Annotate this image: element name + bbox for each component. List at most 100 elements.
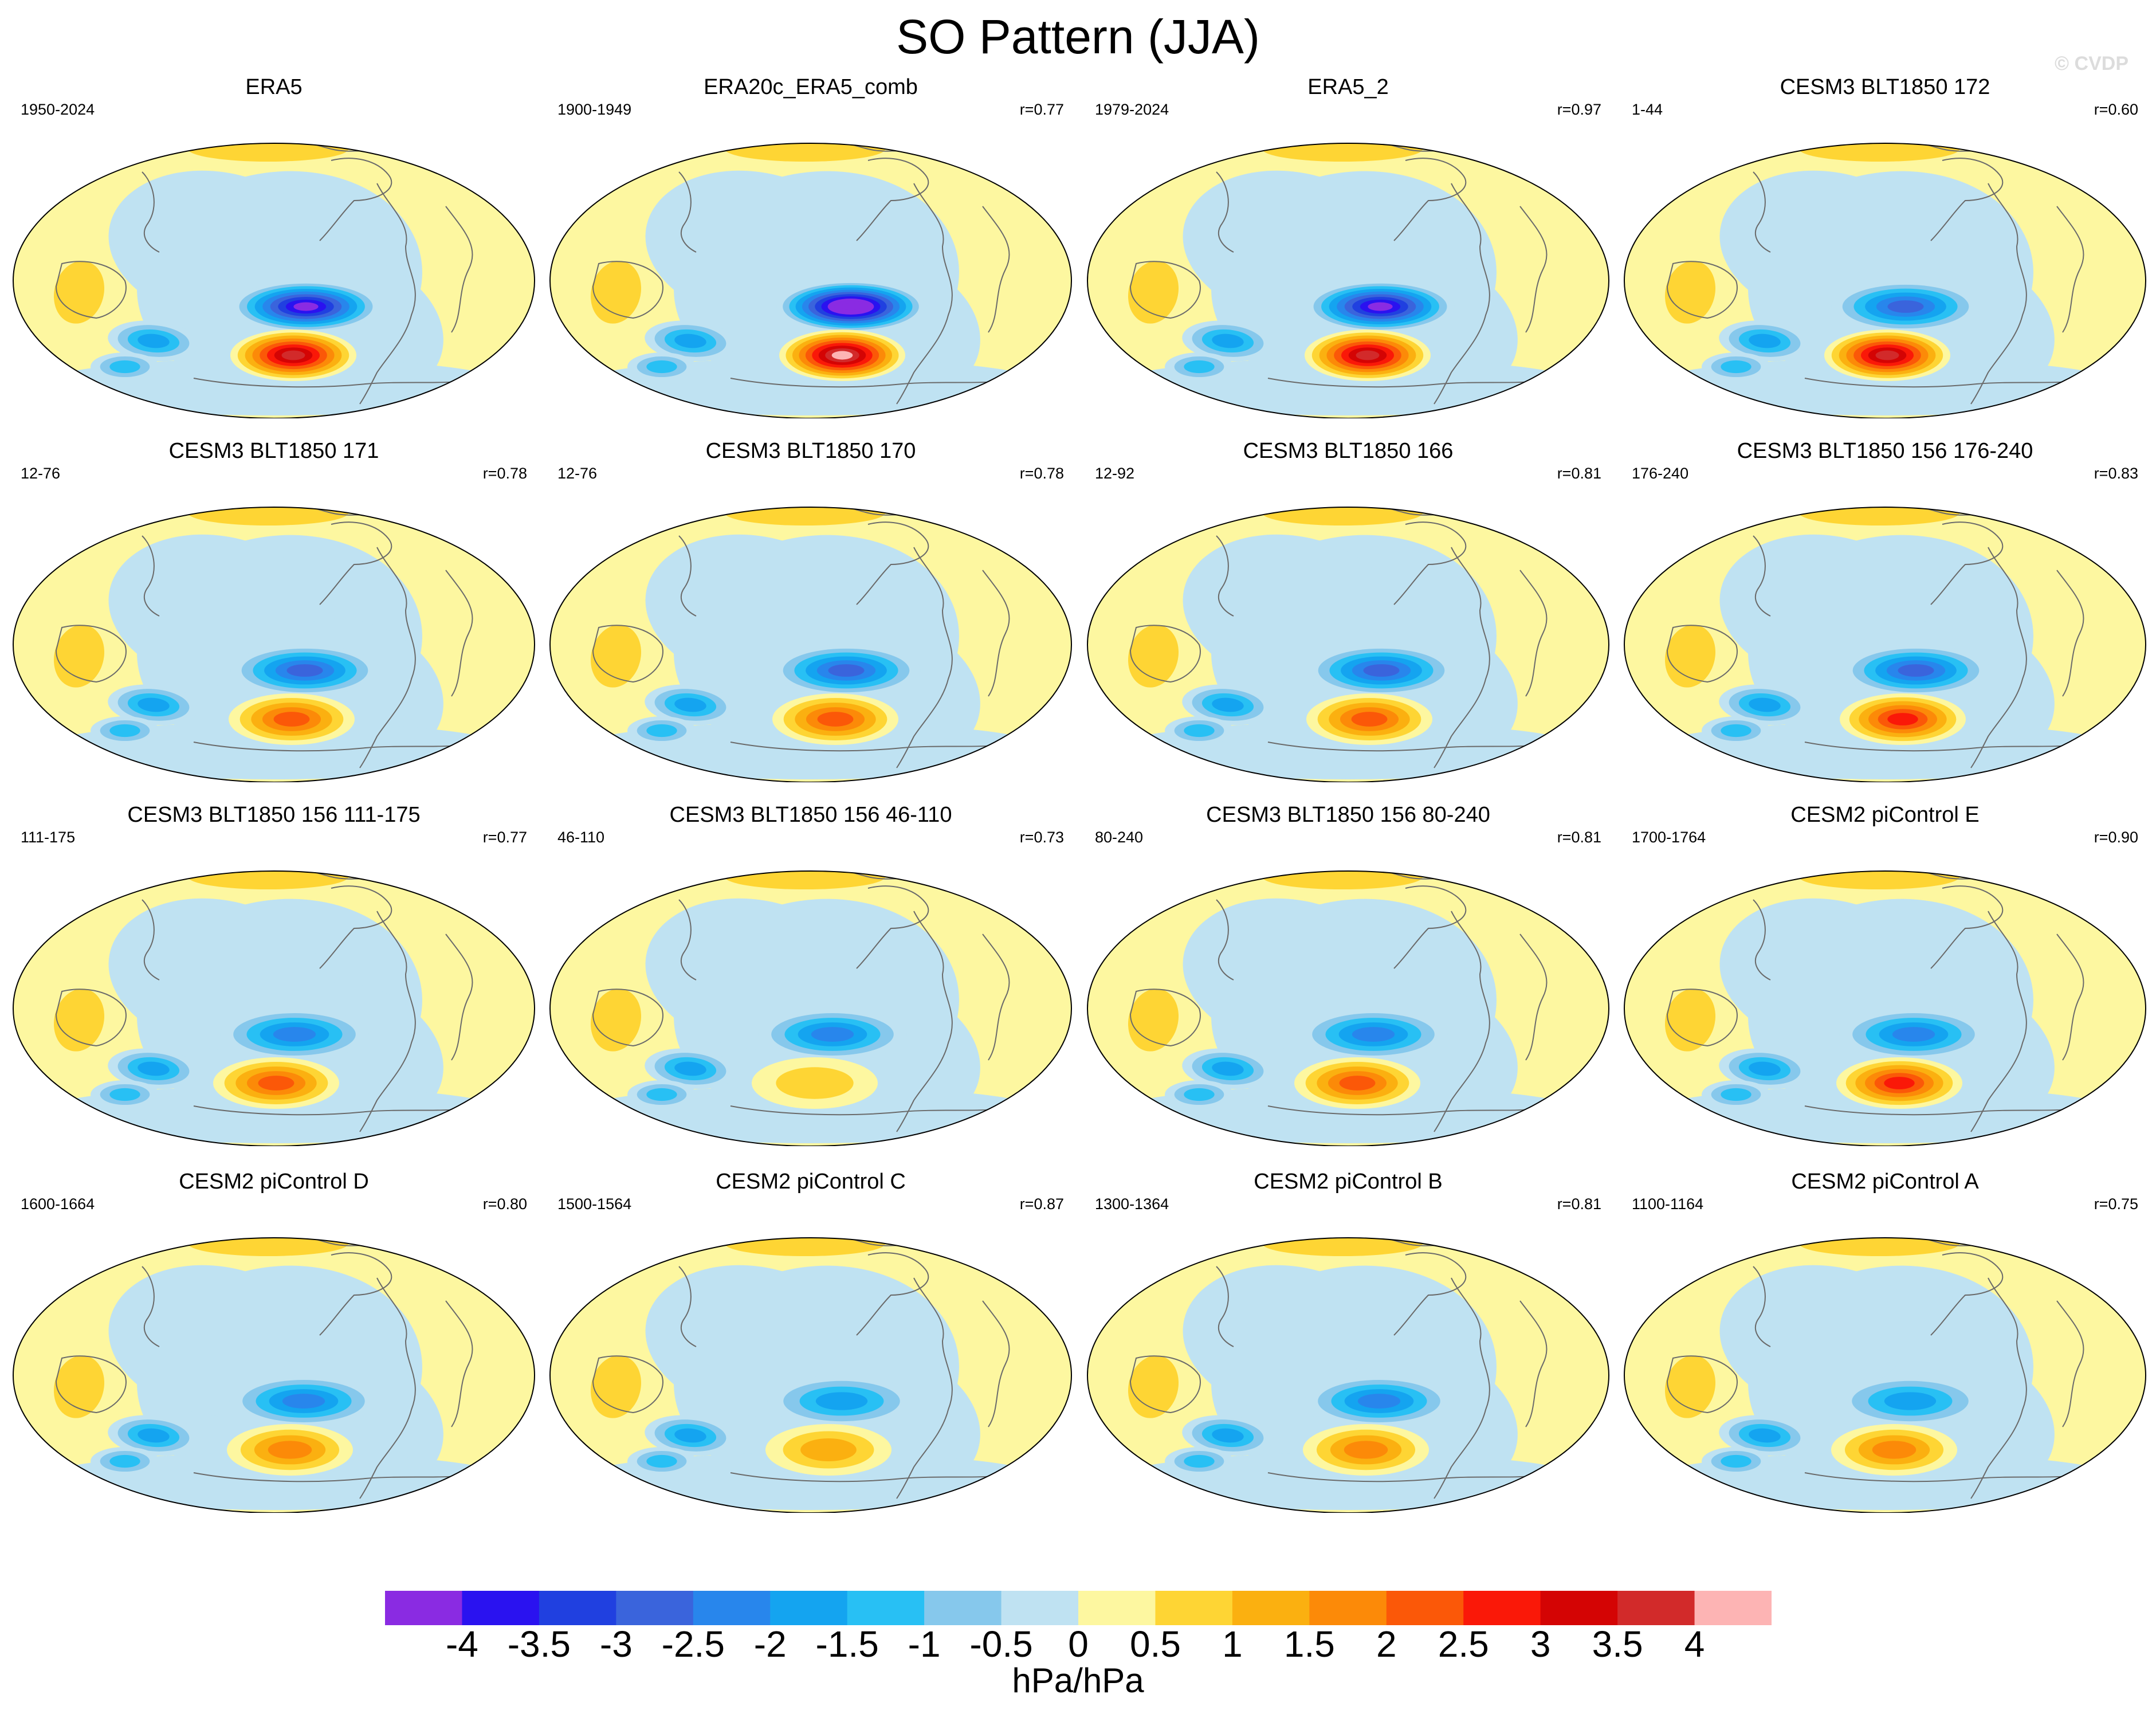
colorbar-swatch [1617,1591,1695,1625]
colorbar-swatch [462,1591,540,1625]
anomaly-contour [1875,350,1899,360]
map-field [550,871,1071,1146]
map-outline [1087,507,1609,782]
coastline [1434,547,1490,768]
map-panel: CESM3 BLT1850 156 80-240 80-240 r=0.81 [1085,802,1612,1146]
anomaly-contour [725,507,885,525]
coastline [856,885,929,969]
anomaly-contour [646,1454,677,1468]
map-outline [13,870,535,1146]
anomaly-contour [1749,1428,1781,1443]
panel-title: CESM2 piControl B [1254,1170,1443,1194]
map-field [13,507,535,782]
colorbar-tick-label: -0.5 [969,1623,1033,1665]
coastline [1129,989,1201,1047]
coastline [1434,911,1490,1132]
anomaly-contour [53,1355,105,1418]
coastline [1930,1252,2004,1336]
anomaly-contour [1664,625,1716,688]
panel-years: 80-240 [1095,829,1144,846]
map-field [1624,1238,2146,1513]
map-panel: CESM2 piControl B 1300-1364 r=0.81 [1085,1169,1612,1513]
coastline [193,1105,469,1116]
coastline [1753,171,1771,253]
colorbar-tick-label: 1 [1222,1623,1243,1665]
anomaly-contour [138,1428,170,1443]
coastline [896,911,953,1132]
coastline [1393,1252,1467,1336]
robinson-map [13,507,535,782]
map-panel: CESM3 BLT1850 156 111-175 111-175 r=0.77 [10,802,537,1146]
coastline [1267,1472,1544,1482]
anomaly-contour [1262,1238,1423,1256]
coastline [142,171,160,253]
panel-title: CESM3 BLT1850 156 176-240 [1737,439,2033,463]
panel-correlation: r=0.81 [1557,1195,1601,1213]
anomaly-contour [645,170,862,323]
robinson-map [549,507,1072,782]
panel-title: CESM3 BLT1850 156 80-240 [1206,803,1490,827]
map-field [1087,1238,1609,1513]
coastline [2056,206,2084,333]
colorbar-swatch [1078,1591,1156,1625]
coastline [319,885,392,969]
colorbar-swatch [1540,1591,1618,1625]
coastline [445,1300,473,1427]
map-field [550,507,1071,782]
coastline [445,570,473,697]
anomaly-contour [590,1355,642,1418]
map-outline [13,143,535,418]
anomaly-contour [1892,1027,1935,1042]
anomaly-contour [646,1088,677,1101]
anomaly-contour [286,664,323,677]
anomaly-contour [1887,713,1918,725]
panel-title: ERA20c_ERA5_comb [704,75,918,99]
colorbar-tick-label: -1.5 [815,1623,879,1665]
map-panel: CESM3 BLT1850 171 12-76 r=0.78 [10,438,537,782]
colorbar-swatch [693,1591,771,1625]
map-outline [1624,1237,2146,1513]
robinson-map [1624,143,2146,418]
coastline [1519,570,1548,697]
coastline [1129,261,1201,319]
coastline [1393,521,1467,605]
colorbar-swatch [847,1591,925,1625]
coastline [678,1266,697,1347]
coastline [1666,1355,1738,1414]
anomaly-contour [109,360,140,374]
anomaly-contour [828,664,865,677]
anomaly-contour [1884,1077,1915,1089]
panel-title: CESM2 piControl C [716,1170,906,1194]
coastline [1666,261,1738,319]
robinson-map [549,1237,1072,1513]
map-panel: CESM2 piControl D 1600-1664 r=0.80 [10,1169,537,1513]
coastline [856,521,929,605]
coastline [359,183,416,405]
coastline [1753,899,1771,980]
robinson-map [1624,1237,2146,1513]
panel-title: CESM3 BLT1850 172 [1780,75,1990,99]
anomaly-contour [1749,1061,1781,1076]
colorbar-swatch [1155,1591,1233,1625]
anomaly-contour [1721,724,1751,738]
panel-correlation: r=0.78 [1019,465,1064,482]
coastline [1216,171,1234,253]
anomaly-contour [138,1061,170,1076]
map-outline [1624,143,2146,418]
coastline [1804,742,2080,752]
coastline [1519,934,1548,1061]
anomaly-contour [281,350,305,360]
anomaly-contour [1749,697,1781,712]
anomaly-contour [1212,697,1244,712]
coastline [592,989,663,1047]
panel-correlation: r=0.78 [482,465,527,482]
map-panel: ERA5 1950-2024 [10,74,537,418]
map-field [1624,871,2146,1146]
panel-years: 12-76 [21,465,61,482]
anomaly-contour [725,1238,885,1256]
panel-correlation: r=0.80 [482,1195,527,1213]
map-outline [549,143,1072,418]
anomaly-contour [646,724,677,738]
map-field [550,143,1071,418]
colorbar-tick-label: 0.5 [1129,1623,1181,1665]
